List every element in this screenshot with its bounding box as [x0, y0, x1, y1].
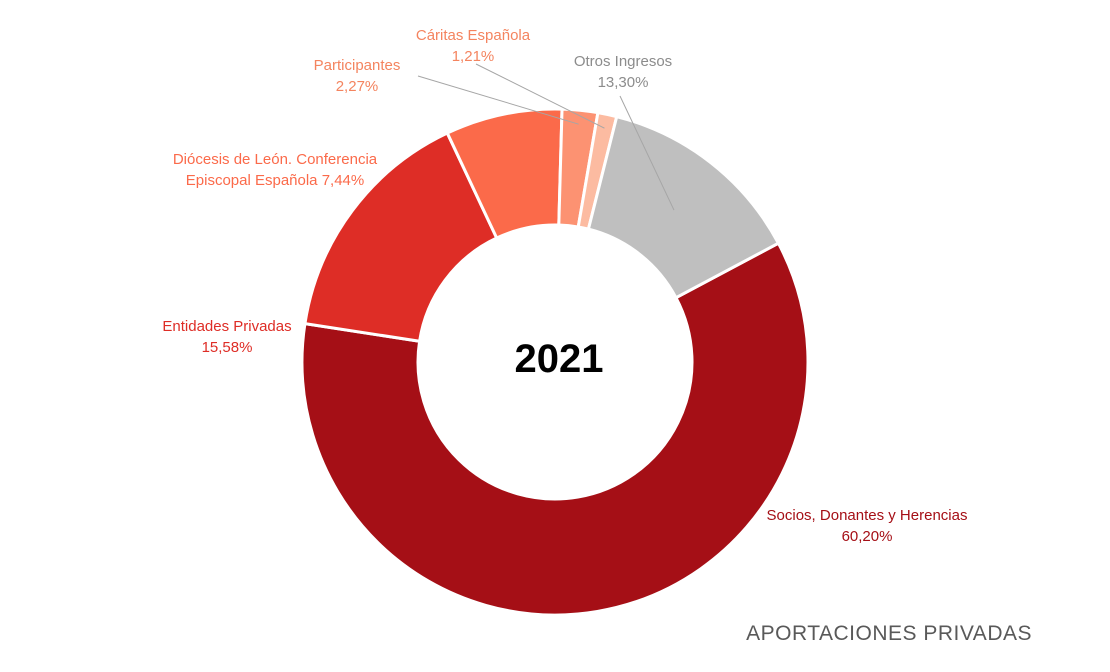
slice-name-3: Participantes [314, 57, 401, 74]
slice-value-2: Episcopal Española 7,44% [186, 172, 364, 189]
slice-value-0: 60,20% [842, 528, 893, 545]
slice-5 [586, 114, 781, 300]
leader-lines [417, 63, 675, 211]
leader-line-4 [475, 63, 605, 129]
slice-label-3: Participantes 2,27% [314, 57, 401, 95]
leader-line-5 [619, 95, 675, 211]
slice-labels: Socios, Donantes y Herencias 60,20% Entida… [162, 27, 967, 545]
slice-label-2: Diócesis de León. Conferencia Episcopal E… [173, 151, 378, 189]
footer-title: APORTACIONES PRIVADAS [746, 622, 1032, 645]
leader-line-3 [417, 75, 579, 125]
donut-slices [300, 107, 810, 617]
slice-name-1: Entidades Privadas [162, 318, 291, 335]
slice-name-5: Otros Ingresos [574, 53, 672, 70]
slice-name-0: Socios, Donantes y Herencias [767, 507, 968, 524]
slice-1 [303, 131, 499, 343]
slice-value-1: 15,58% [202, 339, 253, 356]
slice-label-5: Otros Ingresos 13,30% [574, 53, 672, 91]
slice-label-1: Entidades Privadas 15,58% [162, 318, 291, 356]
slice-name-4: Cáritas Española [416, 27, 531, 44]
slice-value-5: 13,30% [598, 74, 649, 91]
slice-value-3: 2,27% [336, 78, 379, 95]
slice-name-2: Diócesis de León. Conferencia [173, 151, 378, 168]
center-year-label: 2021 [515, 337, 604, 381]
slice-value-4: 1,21% [452, 48, 495, 65]
slice-label-4: Cáritas Española 1,21% [416, 27, 531, 65]
slice-0 [300, 241, 810, 617]
slice-label-0: Socios, Donantes y Herencias 60,20% [767, 507, 968, 545]
